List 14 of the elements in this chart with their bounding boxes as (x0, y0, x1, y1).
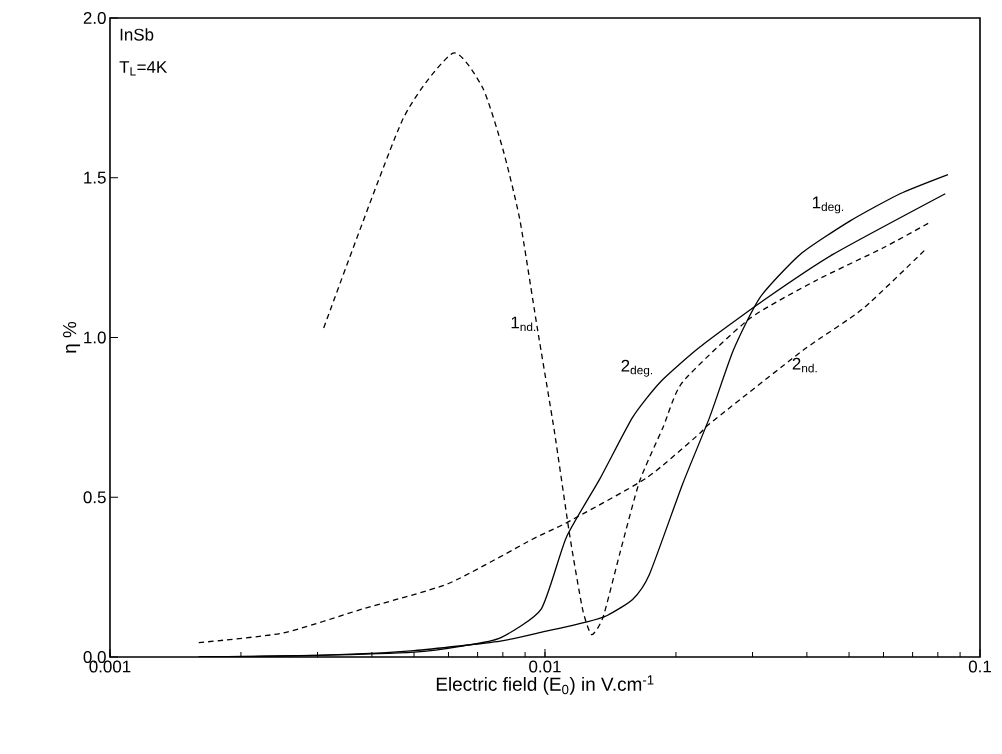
annotation: InSb (120, 28, 154, 41)
y-tick-label: 2.0 (83, 11, 106, 24)
annotation: T$_{L}$=4K (119, 61, 168, 76)
x-tick-label: 0.01 (529, 660, 561, 673)
series-label: 1$_{deg.}$ (812, 196, 844, 214)
series-label: 2$_{deg.}$ (621, 359, 653, 377)
y-tick-label: 1.0 (84, 331, 106, 344)
y-tick-label: 1.5 (84, 171, 106, 184)
y-tick-label: 0.5 (83, 491, 106, 504)
series-label: 2$_{nd.}$ (792, 357, 817, 373)
y-axis-title: η % (63, 321, 81, 353)
x-tick-label: 0.1 (968, 660, 991, 673)
series-label: 1$_{nd.}$ (511, 316, 536, 332)
x-axis-title: Electric field (E$_{0}$) in V.cm$^{-1}$ (436, 675, 654, 695)
